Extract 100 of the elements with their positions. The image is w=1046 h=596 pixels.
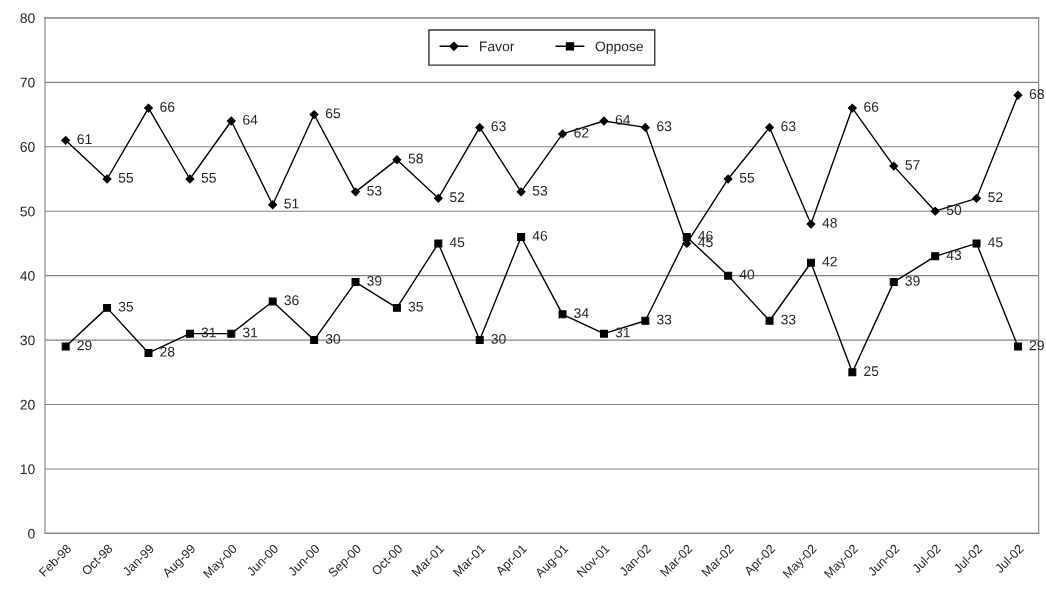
point [765,122,774,132]
data-label: 30 [491,333,506,344]
data-label: 46 [532,230,548,241]
point [641,316,650,325]
point [1013,90,1023,100]
data-label: 31 [242,327,258,338]
point [972,239,981,248]
data-label: 30 [325,333,341,344]
data-label: 68 [1029,89,1044,99]
point [475,336,484,345]
y-tick-label: 0 [28,528,35,539]
data-label: 62 [574,127,589,138]
point [558,310,567,319]
point [723,174,733,184]
data-label: 36 [284,295,299,306]
data-label: 29 [1029,340,1044,351]
point [889,278,898,287]
point [103,303,112,312]
data-label: 53 [532,185,548,196]
point [516,187,526,197]
point [309,110,319,119]
data-label: 35 [408,301,423,312]
point [806,258,815,267]
point [227,329,236,338]
y-tick-label: 10 [20,464,35,475]
data-label: 58 [408,153,423,164]
point [226,116,236,126]
data-label: 57 [905,160,920,170]
point [682,232,691,241]
data-label: 25 [864,366,879,377]
data-label: 28 [160,346,175,357]
y-tick-label: 80 [20,13,35,24]
point [185,174,195,184]
point [599,329,608,338]
point [310,336,319,345]
point [847,103,857,113]
data-label: 51 [284,198,299,209]
data-label: 63 [781,121,796,132]
data-label: 34 [574,308,589,319]
data-label: 53 [367,185,382,196]
point [972,193,982,203]
data-label: 45 [988,237,1003,248]
point [392,155,402,165]
data-label: 55 [201,173,216,183]
data-label: 29 [77,340,92,351]
data-label: 43 [946,250,962,261]
data-label: 33 [656,314,672,325]
point [61,342,70,351]
data-label: 33 [781,314,796,325]
legend-label: Favor [480,41,515,52]
point [724,271,733,280]
data-label: 48 [822,217,837,228]
point [434,239,443,248]
data-label: 39 [367,275,382,286]
point [640,122,650,132]
y-tick-label: 60 [20,142,35,152]
data-label: 61 [77,134,92,145]
data-label: 31 [615,327,630,338]
point [558,129,567,139]
data-label: 64 [243,114,258,125]
y-tick-label: 40 [20,270,35,281]
y-tick-label: 50 [20,206,35,217]
data-label: 52 [449,192,465,203]
point [351,278,360,287]
point [848,368,857,377]
point [806,219,816,229]
data-label: 42 [822,256,837,267]
data-label: 45 [449,237,465,248]
data-label: 63 [657,121,672,132]
data-label: 55 [118,173,134,183]
point [433,193,443,203]
point [144,348,153,357]
point [599,116,609,126]
point [517,232,526,241]
y-tick-label: 70 [20,77,35,88]
data-label: 64 [615,114,631,125]
legend-label: Oppose [595,41,644,55]
point [765,316,774,325]
point [268,200,278,210]
data-label: 63 [491,121,506,132]
data-label: 50 [946,205,962,215]
point [392,303,401,312]
y-tick-label: 20 [20,399,35,410]
data-label: 55 [739,173,755,183]
data-label: 52 [988,192,1003,203]
y-tick-label: 30 [20,335,35,346]
point [268,297,277,306]
point [1013,342,1022,351]
data-label: 66 [160,101,175,112]
point [351,187,360,197]
data-label: 35 [118,301,134,312]
point [144,103,153,113]
point [475,122,485,132]
data-label: 65 [325,108,341,119]
data-label: 39 [905,275,920,286]
point [61,135,71,145]
point [930,206,940,216]
point [889,161,899,171]
data-label: 66 [864,101,879,112]
point [185,329,194,338]
